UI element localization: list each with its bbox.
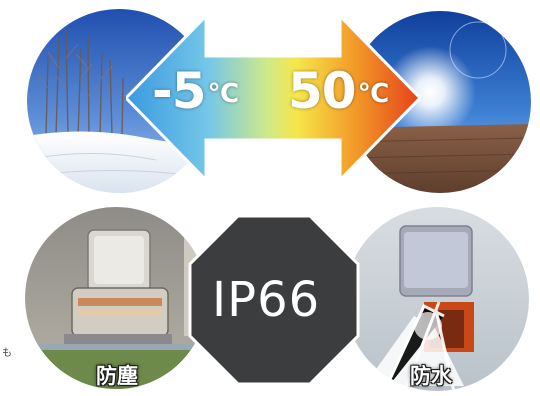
temperature-range-arrow-icon <box>126 14 420 182</box>
celsius-unit: ℃ <box>357 79 390 109</box>
high-temperature: 50℃ <box>288 66 389 116</box>
waterproof-caption: 防水 <box>410 364 452 388</box>
water-spray-test-icon <box>344 206 530 392</box>
ip-rating-label: IP66 <box>212 272 321 328</box>
celsius-unit: ℃ <box>207 79 240 109</box>
high-temperature-value: 50 <box>288 62 357 120</box>
edge-text-fragment: も <box>2 348 12 359</box>
low-temperature: -5℃ <box>152 66 239 116</box>
dustproof-caption: 防塵 <box>96 364 138 388</box>
low-temperature-value: -5 <box>152 62 207 120</box>
octagon-badge-icon <box>188 214 360 386</box>
dust-test-chamber-icon <box>24 206 208 390</box>
